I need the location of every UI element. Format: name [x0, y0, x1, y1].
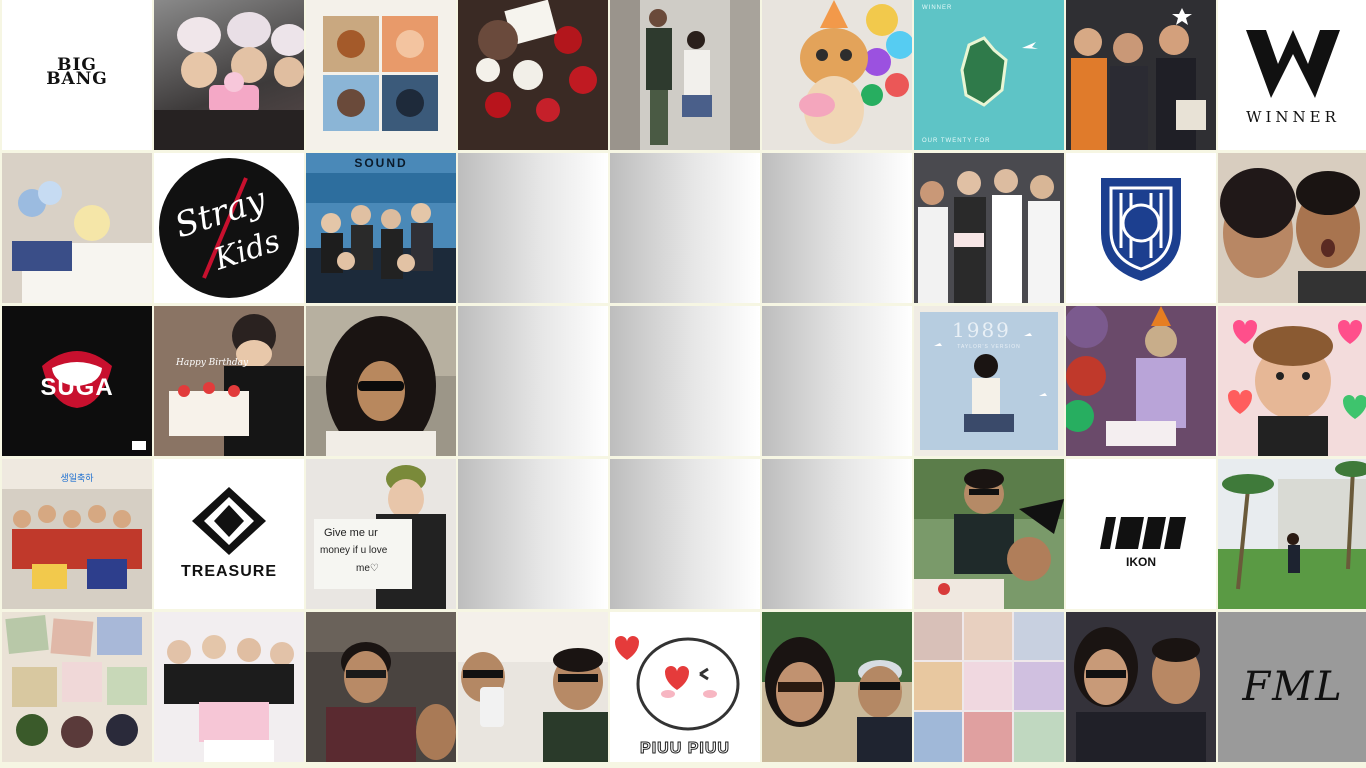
- photo-night-selfie: [1066, 612, 1216, 762]
- tile-photo-box-balloons[interactable]: [2, 153, 152, 303]
- tile-placeholder: [458, 153, 608, 303]
- photo-mirror-selfie-duo: [458, 612, 608, 762]
- winner-logo-text: WINNER: [1246, 108, 1340, 126]
- tile-photo-sign-holder[interactable]: Give me ur money if u love me♡: [306, 459, 456, 609]
- photo-beach-selfie: [762, 612, 912, 762]
- tile-photo-group-birthday-beanies[interactable]: [154, 0, 304, 150]
- tile-placeholder: [458, 459, 608, 609]
- photo-graduation-selfie: [914, 459, 1064, 609]
- suga-lips-art: [42, 351, 146, 450]
- sign-line2: money if u love: [320, 545, 388, 556]
- sign-line3: me♡: [356, 563, 379, 574]
- sign-line1: Give me ur: [324, 527, 378, 539]
- winner-album-brand: WINNER: [922, 5, 953, 11]
- tile-photo-kitten-party-hat[interactable]: [762, 0, 912, 150]
- ikon-text: IKON: [1126, 555, 1156, 569]
- tile-stray-kids-logo[interactable]: Stray Kids: [154, 153, 304, 303]
- photo-roses-bouquet: [458, 0, 608, 150]
- 1989-album-art: [920, 312, 1058, 450]
- tile-university-shield-logo[interactable]: [1066, 153, 1216, 303]
- photo-selfie-glasses-duo: [306, 612, 456, 762]
- tile-ikon-logo[interactable]: IKON: [1066, 459, 1216, 609]
- tile-photo-beach-selfie[interactable]: [762, 612, 912, 762]
- photo-sign-holder: [314, 465, 446, 609]
- tile-photo-mirror-couple[interactable]: [610, 0, 760, 150]
- tile-photo-campus-palm[interactable]: [1218, 459, 1366, 609]
- tile-photo-selfie-glasses-duo[interactable]: [306, 612, 456, 762]
- tile-treasure-logo[interactable]: TREASURE: [154, 459, 304, 609]
- tile-placeholder: [610, 306, 760, 456]
- suga-title: SUGA: [40, 374, 114, 401]
- tile-piuu-piuu-sticker[interactable]: PIUU PIUU: [610, 612, 760, 762]
- winner-island-art: [960, 36, 1038, 107]
- photo-group-banner: [2, 489, 152, 609]
- tile-photo-night-selfie[interactable]: [1066, 612, 1216, 762]
- tile-placeholder: [458, 306, 608, 456]
- fml-text: FML: [1242, 664, 1344, 710]
- treasure-text: TREASURE: [180, 563, 277, 580]
- photo-group-birthday-beanies: [154, 12, 304, 150]
- tile-photo-mirror-selfie-duo[interactable]: [458, 612, 608, 762]
- tile-photo-group-banner[interactable]: 생일축하: [2, 459, 152, 609]
- photo-girls-cake: [164, 635, 294, 762]
- photo-scrapbook-collage: [5, 615, 147, 748]
- tile-photo-selfie-couple[interactable]: [1218, 153, 1366, 303]
- treasure-diamond-logo: [192, 487, 266, 555]
- university-shield-logo: [1101, 178, 1181, 281]
- tile-placeholder: [762, 459, 912, 609]
- photo-sunglasses-portrait: [306, 306, 456, 456]
- piuu-cartoon-character: [615, 636, 740, 731]
- tile-placeholder: [762, 153, 912, 303]
- tile-bigbang-logo[interactable]: BIG BANG: [2, 0, 152, 150]
- tile-photo-girls-cake[interactable]: [154, 612, 304, 762]
- tile-winner-logo[interactable]: WINNER: [1218, 0, 1366, 150]
- photo-four-collage: [323, 16, 438, 131]
- photo-kitten-party-hat: [799, 0, 912, 144]
- photo-friends-birthday: [1071, 8, 1206, 150]
- tile-placeholder: [610, 459, 760, 609]
- photo-selfie-couple: [1220, 168, 1366, 303]
- 1989-album-subtitle: TAYLOR'S VERSION: [957, 344, 1021, 350]
- bigbang-text-bottom: BANG: [46, 69, 108, 89]
- tile-placeholder: [762, 306, 912, 456]
- tile-photo-scrapbook-collage[interactable]: [2, 612, 152, 762]
- photo-mirror-couple: [610, 0, 760, 150]
- piuu-text: PIUU PIUU: [640, 740, 730, 758]
- sound-title: SOUND: [354, 156, 408, 170]
- tile-photo-roses-bouquet[interactable]: [458, 0, 608, 150]
- tile-1989-album[interactable]: 1989 TAYLOR'S VERSION: [914, 306, 1064, 456]
- winner-album-caption: OUR TWENTY FOR: [922, 138, 991, 144]
- tile-photo-party-balloons[interactable]: [1066, 306, 1216, 456]
- tile-photo-group-cake[interactable]: [914, 153, 1064, 303]
- bigbang-logo: BIG BANG: [2, 55, 152, 89]
- photo-kid-hearts-meme: [1228, 320, 1366, 456]
- 1989-album-title: 1989: [952, 318, 1011, 342]
- birthday-cake-label: Happy Birthday: [176, 358, 249, 368]
- tile-photo-graduation-selfie[interactable]: [914, 459, 1064, 609]
- banner-text: 생일축하: [60, 473, 94, 483]
- tile-photo-four-collage[interactable]: [306, 0, 456, 150]
- ikon-logo-mark: [1100, 517, 1186, 549]
- tile-photo-birthday-strawberry-cake[interactable]: Happy Birthday: [154, 306, 304, 456]
- stray-kids-circle: [159, 158, 299, 298]
- bigbang-text-top: BIG: [57, 55, 97, 75]
- photo-campus-palm: [1218, 459, 1366, 609]
- tile-winner-island-album[interactable]: WINNER OUR TWENTY FOR: [914, 0, 1064, 150]
- photo-grid-collage: [914, 612, 1064, 762]
- winner-w-logo: [1246, 30, 1340, 98]
- tile-photo-friends-birthday[interactable]: [1066, 0, 1216, 150]
- sound-group-art: [306, 173, 456, 303]
- tile-photo-sunglasses-portrait[interactable]: [306, 306, 456, 456]
- tile-photo-grid-collage[interactable]: [914, 612, 1064, 762]
- tile-suga-album[interactable]: SUGA: [2, 306, 152, 456]
- tile-photo-kid-hearts-meme[interactable]: [1218, 306, 1366, 456]
- tile-placeholder: [610, 153, 760, 303]
- photo-birthday-strawberry-cake: [154, 306, 304, 456]
- photo-party-balloons: [1066, 306, 1186, 446]
- tile-sound-album[interactable]: SOUND: [306, 153, 456, 303]
- tile-fml-text[interactable]: FML: [1218, 612, 1366, 762]
- photo-box-balloons: [2, 153, 152, 303]
- photo-group-cake: [918, 169, 1060, 303]
